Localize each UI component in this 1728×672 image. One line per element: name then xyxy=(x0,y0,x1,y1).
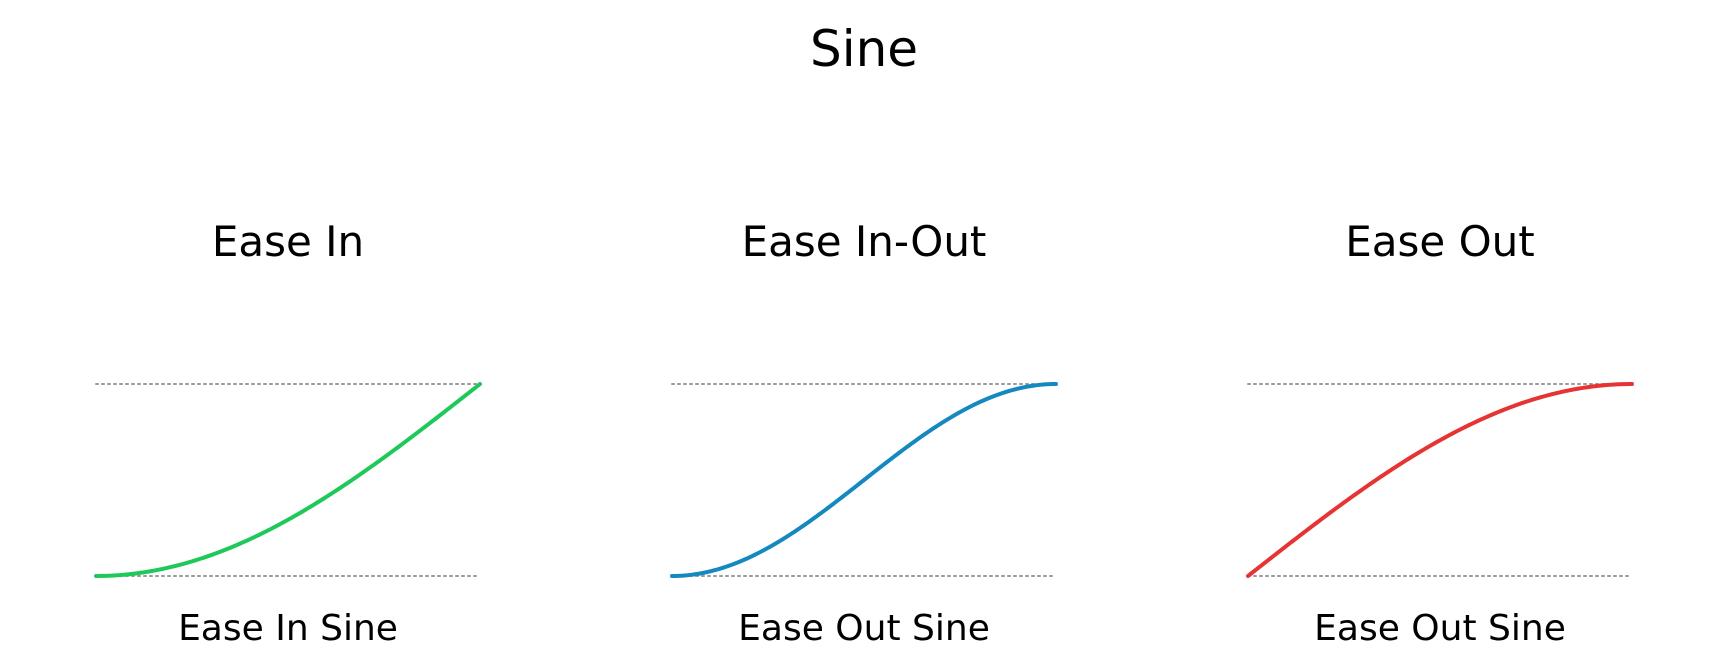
panel-caption: Ease In Sine xyxy=(178,608,398,649)
series-line xyxy=(94,382,482,578)
series-line xyxy=(670,382,1058,578)
panel-title: Ease In-Out xyxy=(742,217,987,266)
panel-title: Ease Out xyxy=(1345,217,1535,266)
panel-caption: Ease Out Sine xyxy=(738,608,990,649)
series-line xyxy=(1246,382,1634,578)
panel-ease-out: Ease Out Ease Out Sine xyxy=(1246,217,1634,649)
panel-ease-in: Ease In Ease In Sine xyxy=(94,217,482,649)
panel-ease-in-out: Ease In-Out Ease Out Sine xyxy=(670,217,1058,649)
figure-title: Sine xyxy=(810,20,918,78)
panel-caption: Ease Out Sine xyxy=(1314,608,1566,649)
panel-title: Ease In xyxy=(212,217,364,266)
